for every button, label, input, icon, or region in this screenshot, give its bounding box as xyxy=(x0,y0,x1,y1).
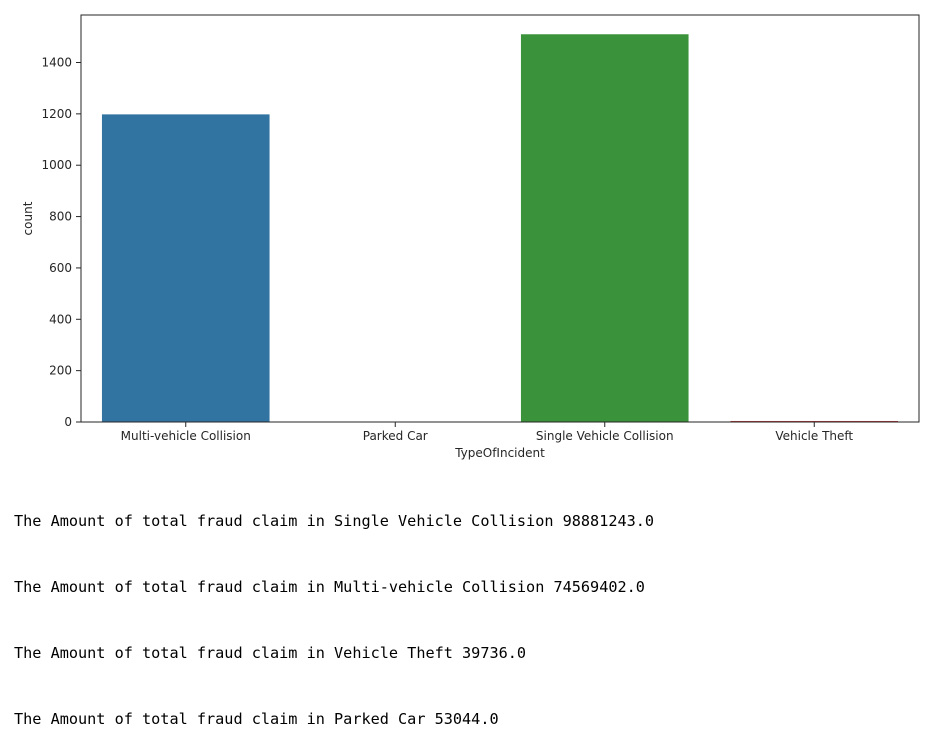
bar xyxy=(101,114,270,423)
output-line: The Amount of total fraud claim in Singl… xyxy=(14,512,655,530)
y-tick-label: 200 xyxy=(49,364,72,378)
y-tick-label: 0 xyxy=(64,415,72,429)
x-tick-label: Vehicle Theft xyxy=(775,429,853,443)
bar-chart: 0 200 400 600 800 1000 1200 1400 Multi-vehicle C… xyxy=(21,14,920,460)
y-tick-label: 400 xyxy=(49,312,72,326)
x-axis-title: TypeOfIncident xyxy=(454,446,545,460)
y-tick-label: 1000 xyxy=(41,158,72,172)
bar xyxy=(520,34,689,423)
x-tick-label: Parked Car xyxy=(363,429,428,443)
chart-container: 0 200 400 600 800 1000 1200 1400 Multi-vehicle C… xyxy=(21,14,920,460)
bar xyxy=(730,420,899,422)
x-tick-label: Single Vehicle Collision xyxy=(536,429,674,443)
x-tick-label: Multi-vehicle Collision xyxy=(121,429,251,443)
y-tick-label: 1400 xyxy=(41,56,72,70)
output-line: The Amount of total fraud claim in Parke… xyxy=(14,710,499,728)
y-tick-label: 600 xyxy=(49,261,72,275)
plot-frame xyxy=(80,14,920,423)
cell-output: The Amount of total fraud claim in Singl… xyxy=(14,466,924,752)
y-tick-label: 800 xyxy=(49,210,72,224)
output-line: The Amount of total fraud claim in Vehic… xyxy=(14,644,527,662)
output-line: The Amount of total fraud claim in Multi… xyxy=(14,578,645,596)
y-axis-title: count xyxy=(21,201,35,235)
y-tick-label: 1200 xyxy=(41,107,72,121)
